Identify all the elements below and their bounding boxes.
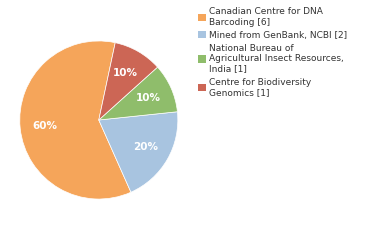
Wedge shape [20,41,131,199]
Wedge shape [99,67,177,120]
Text: 60%: 60% [33,121,58,131]
Legend: Canadian Centre for DNA
Barcoding [6], Mined from GenBank, NCBI [2], National Bu: Canadian Centre for DNA Barcoding [6], M… [198,7,347,97]
Text: 10%: 10% [135,93,160,103]
Wedge shape [99,43,158,120]
Text: 10%: 10% [113,68,138,78]
Text: 20%: 20% [133,142,158,152]
Wedge shape [99,112,178,192]
